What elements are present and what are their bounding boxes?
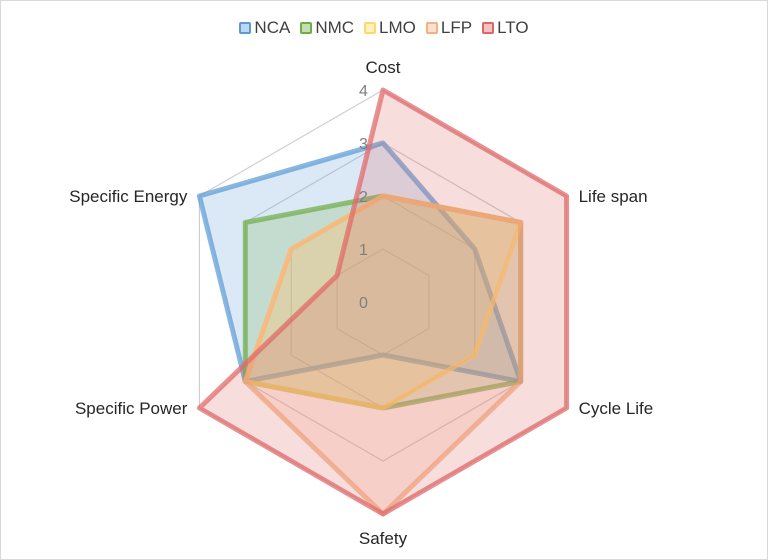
legend-label-lto: LTO: [497, 18, 529, 37]
radar-axis-label-layer: Cost Life span Cycle Life Safety Specific Po…: [69, 58, 653, 548]
series-nca-area[interactable]: [196, 140, 524, 384]
axis-label-life-span: Life span: [579, 187, 648, 206]
radar-tick-layer: 0 1 2 3 4: [359, 83, 368, 312]
tick-label-4: 4: [359, 83, 368, 100]
legend-swatch-lfp: [425, 22, 438, 34]
legend-label-nmc: NMC: [315, 18, 355, 37]
axis-label-safety: Safety: [359, 529, 408, 548]
legend-swatch-lto: [482, 22, 495, 34]
axis-label-cost: Cost: [366, 58, 401, 77]
legend-label-nca: NCA: [254, 18, 291, 37]
axis-label-specific-power: Specific Power: [75, 399, 188, 418]
legend-item-lto[interactable]: LTO: [482, 18, 529, 38]
legend-item-nmc[interactable]: NMC: [300, 18, 354, 38]
legend-swatch-lmo: [364, 22, 377, 34]
axis-label-cycle-life: Cycle Life: [579, 399, 654, 418]
legend-item-lmo[interactable]: LMO: [364, 18, 416, 38]
tick-label-2: 2: [359, 189, 368, 206]
tick-label-1: 1: [359, 242, 368, 259]
legend-swatch-nca: [239, 22, 252, 34]
legend-label-lmo: LMO: [379, 18, 416, 37]
axis-label-specific-energy: Specific Energy: [69, 187, 188, 206]
radar-series-layer: [196, 87, 570, 517]
legend-item-lfp[interactable]: LFP: [425, 18, 473, 38]
legend-label-lfp: LFP: [440, 18, 473, 37]
tick-label-0: 0: [359, 295, 368, 312]
tick-label-3: 3: [359, 136, 368, 153]
legend-swatch-nmc: [300, 22, 313, 34]
legend-item-nca[interactable]: NCA: [239, 18, 290, 38]
series-lto-area[interactable]: [196, 87, 570, 517]
legend: NCA NMC LMO LFP LTO: [0, 18, 768, 38]
